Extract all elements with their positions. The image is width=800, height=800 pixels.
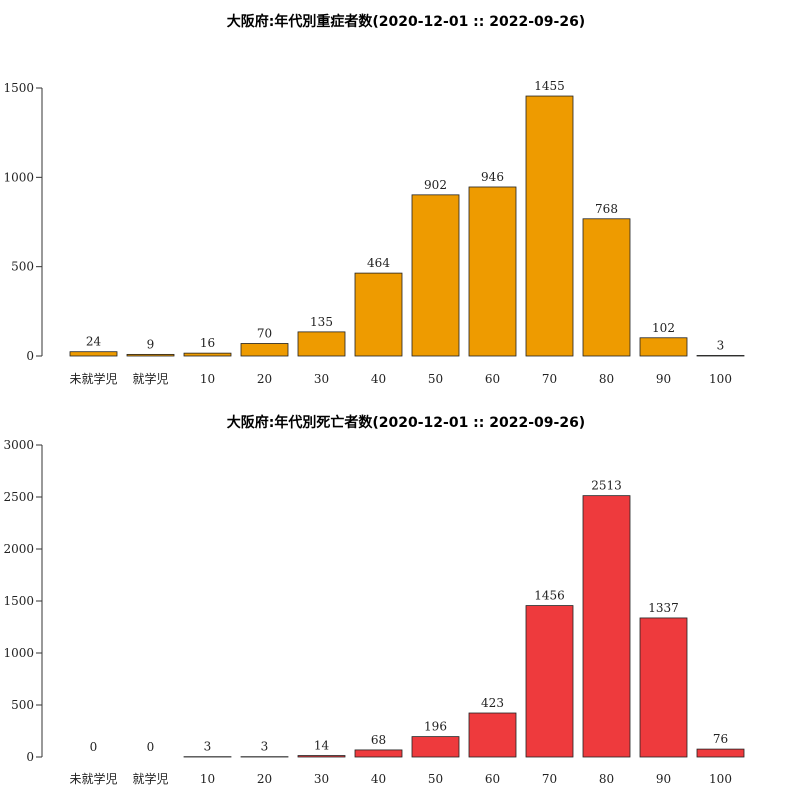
bar-value-label: 768: [595, 202, 618, 216]
x-category-label: 90: [656, 772, 671, 786]
y-tick-label: 2500: [3, 490, 34, 504]
bar-value-label: 196: [424, 720, 447, 734]
x-category-label: 60: [485, 772, 500, 786]
bar-就学児: [126, 353, 175, 357]
x-category-label: 90: [656, 372, 671, 386]
x-category-label: 80: [599, 372, 614, 386]
bar-100: [696, 748, 745, 758]
y-tick-label: 1000: [3, 646, 34, 660]
x-category-label: 10: [200, 372, 215, 386]
bar-value-label: 3: [261, 740, 269, 754]
bar-value-label: 16: [200, 336, 215, 350]
bar-value-label: 135: [310, 315, 333, 329]
bar-50: [411, 736, 460, 758]
bar-value-label: 902: [424, 178, 447, 192]
x-category-label: 50: [428, 372, 443, 386]
x-category-label: 100: [709, 372, 732, 386]
bar-20: [240, 343, 289, 357]
bar-value-label: 24: [86, 335, 102, 349]
bar-80: [582, 218, 631, 357]
y-tick-label: 500: [11, 260, 34, 274]
y-tick-label: 0: [26, 349, 34, 363]
bar-60: [468, 712, 517, 758]
bar-30: [297, 331, 346, 357]
bar-value-label: 14: [314, 739, 330, 753]
bar-value-label: 3: [204, 740, 212, 754]
x-category-label: 就学児: [132, 771, 168, 786]
y-tick-label: 1500: [3, 594, 34, 608]
y-tick-label: 1000: [3, 170, 34, 184]
bar-value-label: 423: [481, 696, 504, 710]
x-category-label: 70: [542, 772, 557, 786]
bar-value-label: 1456: [534, 589, 565, 603]
chart-title: 大阪府:年代別死亡者数(2020-12-01 :: 2022-09-26): [227, 414, 585, 431]
x-category-label: 40: [371, 372, 386, 386]
x-category-label: 100: [709, 772, 732, 786]
bar-value-label: 464: [367, 256, 390, 270]
y-tick-label: 500: [11, 698, 34, 712]
bar-value-label: 102: [652, 321, 675, 335]
bar-30: [297, 755, 346, 758]
bar-value-label: 1337: [648, 601, 679, 615]
bar-未就学児: [69, 351, 118, 357]
y-tick-label: 1500: [3, 81, 34, 95]
x-category-label: 10: [200, 772, 215, 786]
x-category-label: 70: [542, 372, 557, 386]
x-category-label: 60: [485, 372, 500, 386]
bar-10: [183, 352, 232, 357]
chart-panel-1: 大阪府:年代別重症者数(2020-12-01 :: 2022-09-26)050…: [3, 13, 745, 386]
bar-40: [354, 749, 403, 758]
x-category-label: 30: [314, 372, 329, 386]
chart-title: 大阪府:年代別重症者数(2020-12-01 :: 2022-09-26): [227, 13, 585, 30]
bar-60: [468, 186, 517, 357]
bar-70: [525, 605, 574, 758]
x-category-label: 40: [371, 772, 386, 786]
x-category-label: 50: [428, 772, 443, 786]
bar-40: [354, 272, 403, 357]
bar-value-label: 9: [147, 337, 155, 351]
bar-value-label: 3: [717, 338, 725, 352]
bar-value-label: 76: [713, 732, 728, 746]
bar-value-label: 946: [481, 170, 504, 184]
bar-70: [525, 95, 574, 357]
bar-value-label: 68: [371, 733, 386, 747]
x-category-label: 20: [257, 372, 272, 386]
x-category-label: 未就学児: [69, 371, 117, 386]
bar-value-label: 0: [90, 740, 98, 754]
x-category-label: 20: [257, 772, 272, 786]
bar-50: [411, 194, 460, 357]
x-category-label: 30: [314, 772, 329, 786]
bar-80: [582, 495, 631, 758]
bar-90: [639, 617, 688, 758]
bar-value-label: 1455: [534, 79, 565, 93]
bar-value-label: 70: [257, 326, 272, 340]
bar-value-label: 2513: [591, 479, 622, 493]
bar-value-label: 0: [147, 740, 155, 754]
y-tick-label: 3000: [3, 438, 34, 452]
bar-90: [639, 337, 688, 357]
y-tick-label: 2000: [3, 542, 34, 556]
x-category-label: 就学児: [132, 371, 168, 386]
y-tick-label: 0: [26, 750, 34, 764]
chart-panel-2: 大阪府:年代別死亡者数(2020-12-01 :: 2022-09-26)050…: [3, 414, 745, 786]
x-category-label: 未就学児: [69, 771, 117, 786]
x-category-label: 80: [599, 772, 614, 786]
bar-100: [696, 355, 745, 357]
